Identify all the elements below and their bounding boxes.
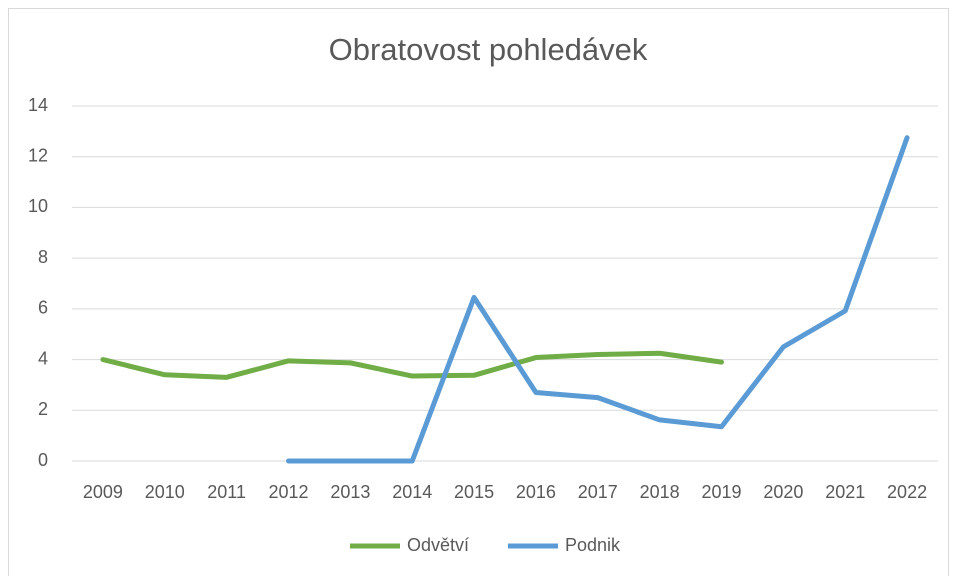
legend-label: Odvětví <box>407 535 469 555</box>
x-tick-label: 2016 <box>516 482 556 502</box>
y-tick-label: 2 <box>38 399 48 419</box>
chart-frame <box>8 8 949 579</box>
y-tick-label: 14 <box>28 95 48 115</box>
chart-title: Obratovost pohledávek <box>329 32 648 67</box>
y-tick-label: 4 <box>38 348 48 368</box>
series-line <box>100 350 724 380</box>
y-tick-label: 8 <box>38 247 48 267</box>
x-tick-label: 2018 <box>640 482 680 502</box>
y-tick-label: 0 <box>38 450 48 470</box>
y-tick-label: 6 <box>38 298 48 318</box>
x-tick-label: 2020 <box>763 482 803 502</box>
series-line <box>286 135 910 464</box>
y-tick-label: 12 <box>28 145 48 165</box>
x-tick-label: 2022 <box>887 482 927 502</box>
x-tick-label: 2009 <box>83 482 123 502</box>
x-tick-label: 2014 <box>392 482 432 502</box>
y-tick-label: 10 <box>28 196 48 216</box>
x-tick-label: 2013 <box>330 482 370 502</box>
x-tick-label: 2021 <box>825 482 865 502</box>
x-tick-label: 2017 <box>578 482 618 502</box>
x-tick-label: 2011 <box>207 482 246 502</box>
legend-label: Podnik <box>565 535 621 555</box>
x-tick-label: 2015 <box>454 482 494 502</box>
x-tick-label: 2012 <box>268 482 308 502</box>
x-tick-label: 2010 <box>145 482 185 502</box>
x-tick-label: 2019 <box>701 482 741 502</box>
